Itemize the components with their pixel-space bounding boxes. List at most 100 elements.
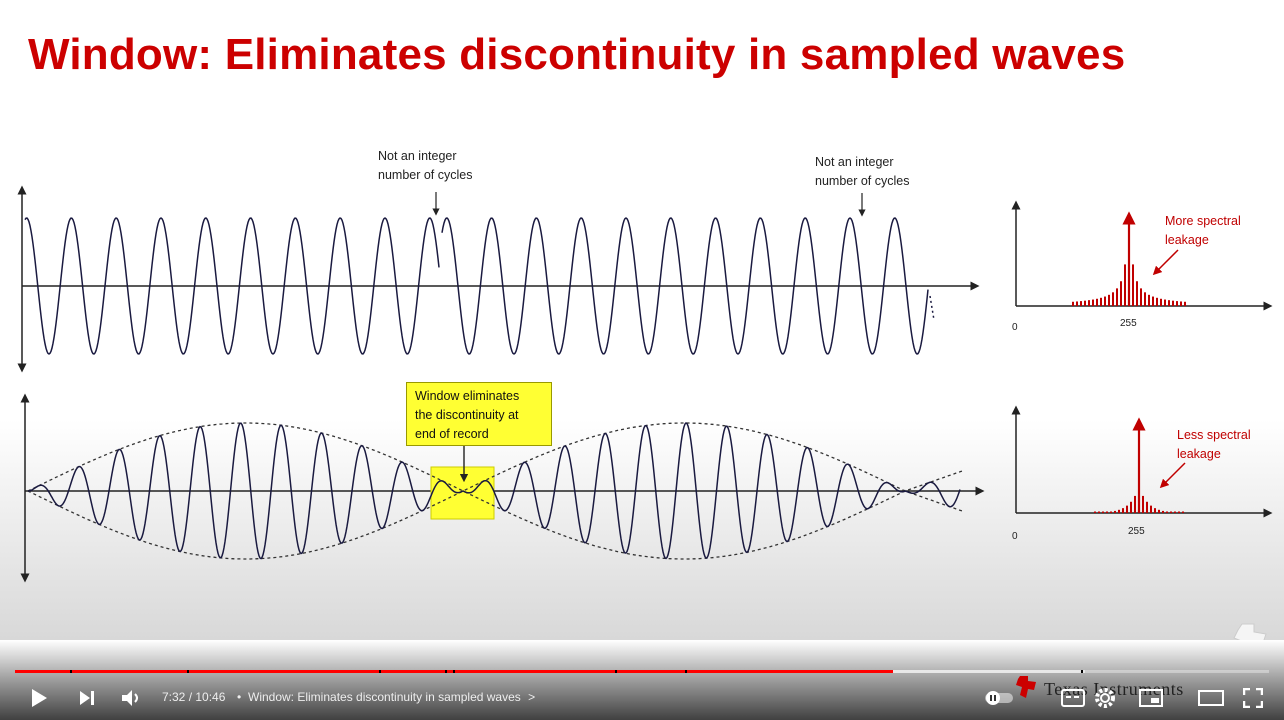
annotation-line: leakage bbox=[1177, 447, 1221, 461]
spectrum-bar bbox=[1120, 281, 1122, 306]
more-spectral-leakage-label: More spectral leakage bbox=[1165, 212, 1241, 250]
chapter-marker bbox=[70, 670, 72, 673]
spectrum-bar bbox=[1172, 300, 1174, 306]
top-spectrum-bars bbox=[1072, 264, 1186, 306]
spectrum-bar bbox=[1124, 264, 1126, 306]
spectrum-bar bbox=[1114, 510, 1116, 513]
waveform-figure bbox=[0, 185, 1284, 640]
spectrum-bar bbox=[1146, 501, 1148, 513]
chapter-marker bbox=[187, 670, 189, 673]
spectrum-bar bbox=[1102, 511, 1104, 513]
spectrum-bar bbox=[1184, 301, 1186, 306]
ti-watermark-logo bbox=[1233, 623, 1267, 640]
spectrum-bar bbox=[1174, 511, 1176, 513]
annotation-line: the discontinuity at bbox=[415, 408, 519, 422]
spectrum-bar bbox=[1140, 288, 1142, 306]
chapter-marker bbox=[1081, 670, 1083, 673]
less-spectral-leakage-label: Less spectral leakage bbox=[1177, 426, 1251, 464]
spectrum-bar bbox=[1182, 511, 1184, 513]
spectrum-bar bbox=[1110, 511, 1112, 513]
fullscreen-button[interactable] bbox=[1238, 685, 1268, 711]
chapter-marker bbox=[445, 670, 447, 673]
chapter-marker bbox=[453, 670, 455, 673]
annotation-line: More spectral bbox=[1165, 214, 1241, 228]
theater-mode-icon bbox=[1198, 690, 1224, 706]
ti-logo bbox=[1014, 674, 1038, 700]
spectrum-bar bbox=[1164, 299, 1166, 306]
spectrum-bar bbox=[1148, 294, 1150, 306]
chapter-marker bbox=[379, 670, 381, 673]
top-sine-wave bbox=[24, 217, 929, 355]
bottom-spectrum-origin-label: 0 bbox=[1012, 531, 1018, 542]
window-highlight-box bbox=[430, 466, 495, 520]
volume-button[interactable] bbox=[118, 685, 146, 711]
annotation-line: Not an integer bbox=[378, 149, 457, 163]
gear-icon bbox=[1095, 688, 1115, 708]
spectrum-bar bbox=[1100, 297, 1102, 306]
bottom-wave-axes bbox=[20, 393, 985, 583]
theater-mode-button[interactable] bbox=[1196, 685, 1226, 711]
spectrum-bar bbox=[1150, 505, 1152, 513]
annotation-line: number of cycles bbox=[378, 168, 473, 182]
miniplayer-button[interactable] bbox=[1136, 685, 1166, 711]
next-button[interactable] bbox=[74, 685, 100, 711]
spectrum-bar bbox=[1132, 264, 1134, 306]
chapter-marker bbox=[615, 670, 617, 673]
spectrum-bar bbox=[1118, 509, 1120, 513]
spectrum-bar bbox=[1116, 288, 1118, 306]
annotation-line: Less spectral bbox=[1177, 428, 1251, 442]
spectrum-bar bbox=[1130, 501, 1132, 513]
spectrum-bar bbox=[1134, 495, 1136, 513]
captions-button[interactable] bbox=[1058, 685, 1088, 711]
spectrum-bar bbox=[1112, 292, 1114, 306]
annotation-not-integer-2: Not an integer number of cycles bbox=[815, 153, 909, 191]
top-spectrum-peak-label: 255 bbox=[1120, 318, 1137, 329]
settings-button[interactable] bbox=[1090, 685, 1120, 711]
top-spectrum-label-arrow bbox=[1152, 249, 1179, 276]
annotation-line: leakage bbox=[1165, 233, 1209, 247]
spectrum-bar bbox=[1106, 511, 1108, 513]
spectrum-bar bbox=[1168, 300, 1170, 306]
chapter-title: Window: Eliminates discontinuity in samp… bbox=[248, 690, 521, 704]
windowed-sine-wave bbox=[27, 422, 961, 560]
spectrum-bar bbox=[1092, 299, 1094, 306]
progress-bar[interactable] bbox=[15, 670, 1269, 673]
spectrum-bar bbox=[1178, 511, 1180, 513]
spectrum-bar bbox=[1136, 281, 1138, 306]
slide-title: Window: Eliminates discontinuity in samp… bbox=[28, 30, 1126, 79]
bottom-spectrum-bars bbox=[1094, 495, 1184, 513]
window-envelope-upper bbox=[27, 422, 965, 492]
spectrum-bar bbox=[1094, 511, 1096, 513]
ti-brand-text: Texas Instruments bbox=[1044, 679, 1184, 699]
fullscreen-icon bbox=[1243, 688, 1263, 708]
annotation-not-integer-1: Not an integer number of cycles bbox=[378, 147, 472, 185]
captions-icon bbox=[1061, 689, 1085, 707]
annotation-line: Window eliminates bbox=[415, 389, 520, 403]
spectrum-bar bbox=[1088, 300, 1090, 306]
spectrum-bar bbox=[1126, 505, 1128, 513]
spectrum-bar bbox=[1156, 297, 1158, 306]
chevron-right-icon: > bbox=[528, 690, 536, 704]
top-sine-wave-dotted-tail bbox=[929, 295, 935, 321]
window-annotation-box: Window eliminates the discontinuity at e… bbox=[406, 382, 552, 446]
spectrum-bar bbox=[1162, 510, 1164, 513]
spectrum-bar bbox=[1084, 300, 1086, 306]
spectrum-bar bbox=[1158, 509, 1160, 513]
spectrum-bar bbox=[1144, 292, 1146, 306]
next-icon bbox=[80, 691, 94, 705]
play-button[interactable] bbox=[26, 685, 52, 711]
chapter-marker bbox=[685, 670, 687, 673]
spectrum-bar bbox=[1076, 301, 1078, 306]
spectrum-bar bbox=[1072, 301, 1074, 306]
chapter-title-button[interactable]: Window: Eliminates discontinuity in samp… bbox=[248, 690, 535, 704]
annotation-line: end of record bbox=[415, 427, 489, 441]
play-icon bbox=[32, 689, 47, 707]
spectrum-bar bbox=[1166, 511, 1168, 513]
annotation-line: number of cycles bbox=[815, 174, 910, 188]
spectrum-bar bbox=[1180, 301, 1182, 306]
spectrum-bar bbox=[1170, 511, 1172, 513]
spectrum-bar bbox=[1176, 301, 1178, 306]
spectrum-bar bbox=[1104, 296, 1106, 306]
autoplay-toggle[interactable] bbox=[984, 685, 1014, 711]
window-envelope-lower bbox=[27, 490, 965, 560]
